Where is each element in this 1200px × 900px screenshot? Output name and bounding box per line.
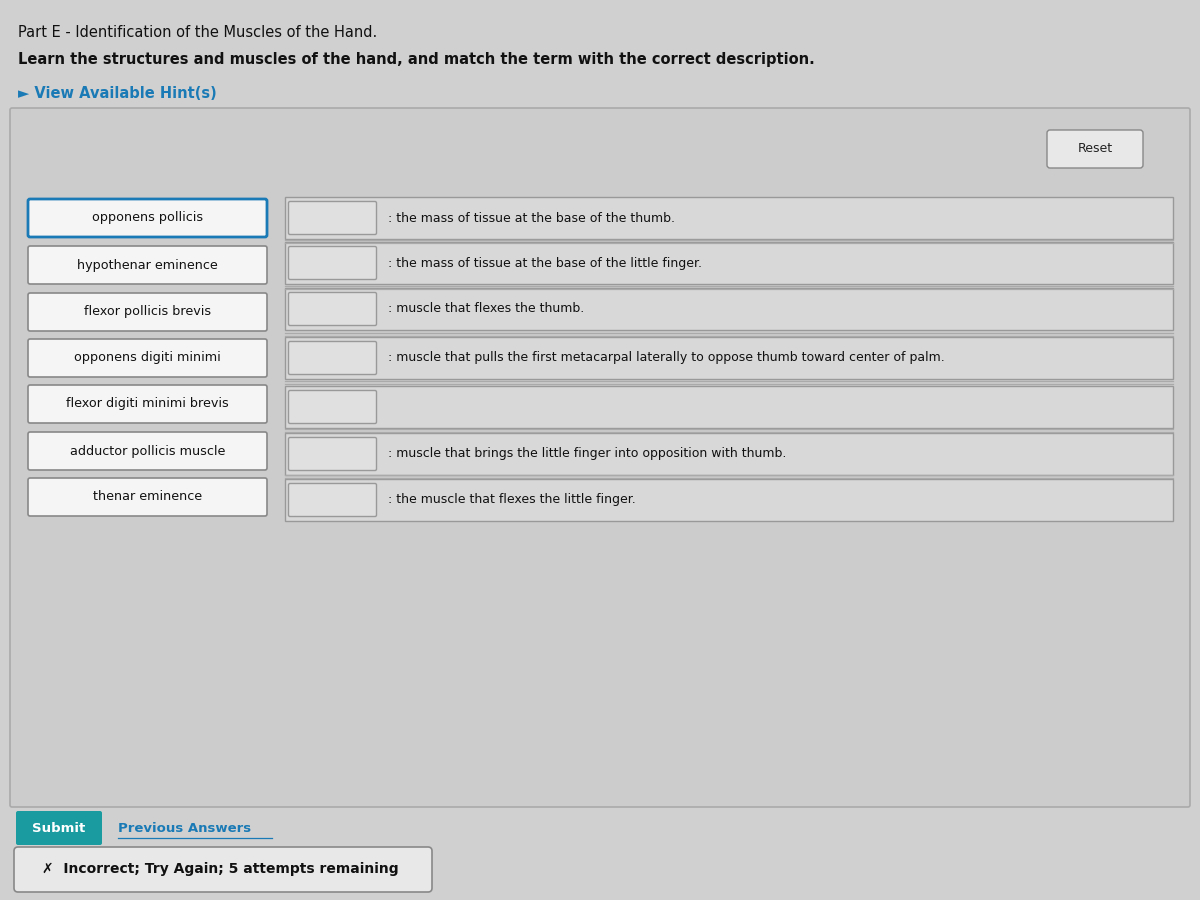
FancyBboxPatch shape — [28, 293, 266, 331]
FancyBboxPatch shape — [28, 432, 266, 470]
Text: opponens digiti minimi: opponens digiti minimi — [74, 352, 221, 365]
Text: opponens pollicis: opponens pollicis — [92, 212, 203, 224]
FancyBboxPatch shape — [16, 811, 102, 845]
Text: flexor pollicis brevis: flexor pollicis brevis — [84, 305, 211, 319]
Text: flexor digiti minimi brevis: flexor digiti minimi brevis — [66, 398, 229, 410]
Text: : the mass of tissue at the base of the little finger.: : the mass of tissue at the base of the … — [388, 256, 702, 269]
Bar — [286, 386, 1174, 428]
Text: hypothenar eminence: hypothenar eminence — [77, 258, 218, 272]
Text: : the mass of tissue at the base of the thumb.: : the mass of tissue at the base of the … — [388, 212, 674, 224]
FancyBboxPatch shape — [1046, 130, 1142, 168]
FancyBboxPatch shape — [14, 847, 432, 892]
Text: : the muscle that flexes the little finger.: : the muscle that flexes the little fing… — [388, 493, 636, 507]
FancyBboxPatch shape — [28, 199, 266, 237]
Text: Submit: Submit — [32, 822, 85, 834]
Bar — [286, 433, 1174, 475]
Text: Learn the structures and muscles of the hand, and match the term with the correc: Learn the structures and muscles of the … — [18, 52, 815, 67]
FancyBboxPatch shape — [28, 339, 266, 377]
FancyBboxPatch shape — [28, 385, 266, 423]
Bar — [286, 337, 1174, 379]
FancyBboxPatch shape — [288, 341, 377, 374]
FancyBboxPatch shape — [28, 246, 266, 284]
FancyBboxPatch shape — [10, 108, 1190, 807]
FancyBboxPatch shape — [288, 202, 377, 235]
Text: Previous Answers: Previous Answers — [118, 822, 251, 834]
Bar — [286, 197, 1174, 239]
Text: adductor pollicis muscle: adductor pollicis muscle — [70, 445, 226, 457]
FancyBboxPatch shape — [288, 292, 377, 326]
Text: : muscle that pulls the first metacarpal laterally to oppose thumb toward center: : muscle that pulls the first metacarpal… — [388, 352, 944, 365]
FancyBboxPatch shape — [288, 247, 377, 280]
Bar — [286, 242, 1174, 284]
Text: Reset: Reset — [1078, 142, 1114, 156]
Text: : muscle that flexes the thumb.: : muscle that flexes the thumb. — [388, 302, 584, 316]
Text: thenar eminence: thenar eminence — [92, 491, 202, 503]
Text: ► View Available Hint(s): ► View Available Hint(s) — [18, 86, 217, 101]
FancyBboxPatch shape — [288, 437, 377, 471]
FancyBboxPatch shape — [288, 483, 377, 517]
Bar — [286, 479, 1174, 521]
Bar — [286, 288, 1174, 330]
Text: ✗  Incorrect; Try Again; 5 attempts remaining: ✗ Incorrect; Try Again; 5 attempts remai… — [42, 862, 398, 877]
FancyBboxPatch shape — [28, 478, 266, 516]
Text: : muscle that brings the little finger into opposition with thumb.: : muscle that brings the little finger i… — [388, 447, 786, 461]
Text: Part E - Identification of the Muscles of the Hand.: Part E - Identification of the Muscles o… — [18, 25, 377, 40]
FancyBboxPatch shape — [288, 391, 377, 424]
